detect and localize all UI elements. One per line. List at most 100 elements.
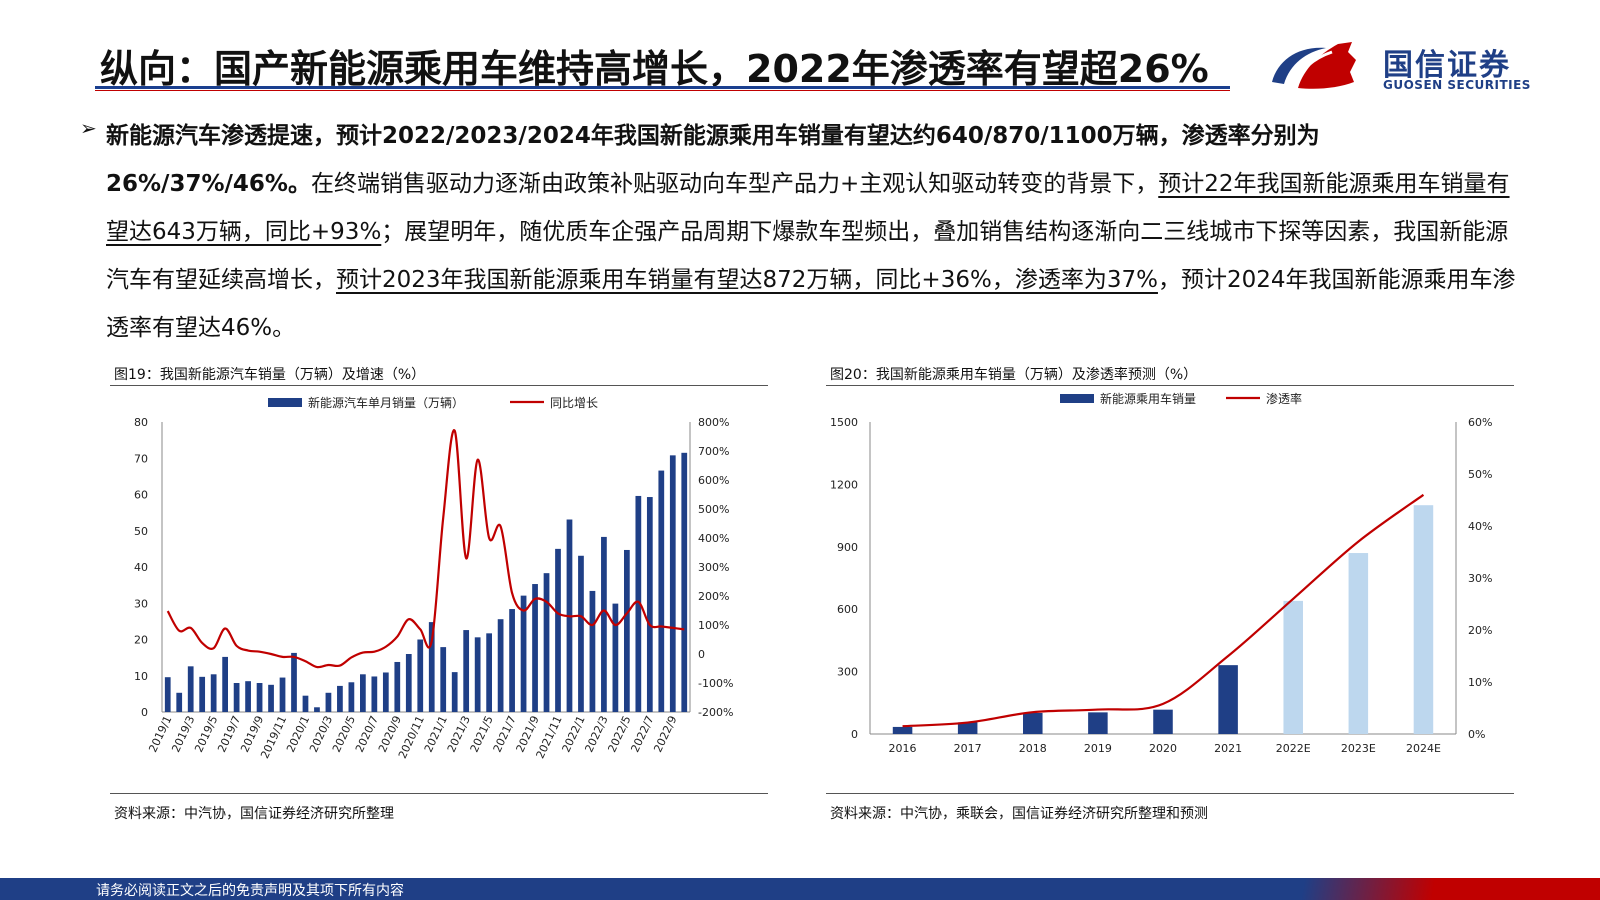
summary-bullet: ➢ 新能源汽车渗透提速，预计2022/2023/2024年我国新能源乘用车销量有… bbox=[80, 112, 1520, 352]
sales-bar bbox=[612, 603, 619, 712]
y-tick-label: 60 bbox=[134, 489, 148, 502]
y2-tick-label: 800% bbox=[698, 416, 729, 429]
y2-tick-label: 600% bbox=[698, 474, 729, 487]
y2-tick-label: 30% bbox=[1468, 572, 1492, 585]
sales-bar bbox=[279, 677, 286, 712]
x-tick-label: 2021 bbox=[1214, 742, 1242, 755]
left-source-rule bbox=[110, 793, 768, 794]
sales-bar bbox=[256, 683, 263, 712]
footer-disclaimer: 请务必阅读正文之后的免责声明及其项下所有内容 bbox=[96, 883, 404, 899]
right-source-rule bbox=[826, 793, 1514, 794]
sales-bar bbox=[210, 674, 217, 712]
y2-tick-label: 50% bbox=[1468, 468, 1492, 481]
y-tick-label: 300 bbox=[837, 666, 858, 679]
sales-bar bbox=[543, 573, 550, 712]
left-caption-rule bbox=[110, 385, 768, 386]
left-figure-caption: 图19：我国新能源汽车销量（万辆）及增速（%） bbox=[114, 367, 426, 383]
y2-tick-label: 0 bbox=[698, 648, 705, 661]
y-tick-label: 0 bbox=[851, 728, 858, 741]
sales-bar bbox=[187, 666, 194, 712]
annual-nev-penetration-chart: 0 300 600 900 1200 1500 0% 10% 20% 30% 40% 50% 60% 20… bbox=[830, 392, 1492, 755]
y2-tick-label: 200% bbox=[698, 590, 729, 603]
page-title: 纵向：国产新能源乘用车维持高增长，2022年渗透率有望超26% bbox=[100, 47, 1209, 91]
sales-bar bbox=[1348, 553, 1369, 734]
sales-bar bbox=[463, 630, 470, 712]
y-tick-label: 0 bbox=[141, 706, 148, 719]
brand-name-en: GUOSEN SECURITIES bbox=[1383, 78, 1531, 92]
sales-bar bbox=[199, 676, 206, 712]
sales-bar bbox=[509, 609, 515, 712]
sales-bar bbox=[669, 455, 676, 712]
right-caption-rule bbox=[826, 385, 1514, 386]
sales-bar bbox=[474, 637, 481, 712]
x-tick-label: 2023E bbox=[1341, 742, 1376, 755]
yoy-growth-line bbox=[166, 429, 685, 669]
x-tick-label: 2016 bbox=[889, 742, 917, 755]
title-rule-accent bbox=[95, 90, 1230, 91]
sales-bar bbox=[1413, 505, 1434, 734]
sales-bar bbox=[176, 692, 183, 712]
y-tick-label: 900 bbox=[837, 541, 858, 554]
legend-swatch-sales bbox=[1060, 394, 1094, 403]
summary-2022-forecast: 预计22年我国新能源乘用车销量有望达643万辆，同比+93% bbox=[106, 171, 1510, 245]
y2-tick-label: 400% bbox=[698, 532, 729, 545]
sales-bar bbox=[1283, 600, 1303, 734]
footer-bar bbox=[0, 878, 1600, 900]
sales-bar bbox=[417, 639, 424, 712]
sales-bar bbox=[314, 707, 320, 712]
legend-swatch-sales bbox=[268, 398, 302, 407]
guosen-logo-icon bbox=[1272, 42, 1356, 89]
sales-bar bbox=[164, 677, 171, 712]
sales-bar bbox=[291, 652, 297, 712]
sales-bar bbox=[486, 633, 492, 712]
sales-bar bbox=[646, 497, 653, 712]
title-rule bbox=[95, 86, 1230, 89]
sales-bar bbox=[451, 672, 458, 712]
sales-bar bbox=[360, 674, 366, 712]
sales-bar bbox=[325, 692, 332, 712]
sales-bar bbox=[440, 647, 447, 712]
sales-bar bbox=[1023, 712, 1043, 734]
sales-bar bbox=[635, 495, 642, 712]
sales-bar bbox=[348, 682, 355, 712]
sales-bar bbox=[578, 555, 584, 712]
y-tick-label: 30 bbox=[134, 597, 148, 610]
y2-tick-label: 40% bbox=[1468, 520, 1492, 533]
sales-bar bbox=[233, 683, 240, 712]
x-tick-label: 2019 bbox=[1084, 742, 1112, 755]
sales-bar bbox=[268, 684, 274, 712]
summary-outlook: ；展望明年，随优质车企强产品周期下爆款车型频出，叠加销售结构逐渐向二三线城市下探… bbox=[106, 219, 1509, 293]
legend-label-penetration: 渗透率 bbox=[1266, 392, 1302, 406]
y-tick-label: 600 bbox=[837, 603, 858, 616]
x-tick-label: 2024E bbox=[1406, 742, 1441, 755]
sales-bar bbox=[658, 470, 665, 712]
y-tick-label: 50 bbox=[134, 525, 148, 538]
monthly-nev-sales-chart: 0 10 20 30 40 50 60 70 80 -200% -100% 0 100% 200% 300%… bbox=[134, 395, 733, 761]
x-tick-label: 2020 bbox=[1149, 742, 1177, 755]
y2-tick-label: 700% bbox=[698, 445, 729, 458]
right-figure-caption: 图20：我国新能源乘用车销量（万辆）及渗透率预测（%） bbox=[830, 367, 1198, 383]
y-tick-label: 1200 bbox=[830, 478, 858, 491]
y-tick-label: 20 bbox=[134, 634, 148, 647]
sales-bar bbox=[601, 536, 607, 712]
sales-bar bbox=[497, 619, 504, 712]
sales-bar bbox=[520, 595, 527, 712]
sales-bar bbox=[428, 622, 435, 712]
x-tick-label: 2022E bbox=[1276, 742, 1311, 755]
y-tick-label: 40 bbox=[134, 561, 148, 574]
sales-bar bbox=[555, 548, 561, 712]
right-figure-source: 资料来源：中汽协，乘联会，国信证券经济研究所整理和预测 bbox=[830, 806, 1208, 822]
y2-tick-label: 500% bbox=[698, 503, 729, 516]
y-tick-label: 10 bbox=[134, 670, 148, 683]
sales-bar bbox=[1153, 709, 1173, 734]
x-tick-label: 2018 bbox=[1019, 742, 1047, 755]
sales-bar bbox=[681, 452, 688, 712]
sales-bar bbox=[532, 584, 538, 712]
y2-tick-label: 20% bbox=[1468, 624, 1492, 637]
sales-bar bbox=[589, 590, 596, 712]
y2-tick-label: 10% bbox=[1468, 676, 1492, 689]
sales-bar bbox=[302, 695, 309, 712]
penetration-rate-line bbox=[902, 493, 1425, 728]
y2-tick-label: 0% bbox=[1468, 728, 1485, 741]
sales-bar bbox=[957, 722, 978, 734]
